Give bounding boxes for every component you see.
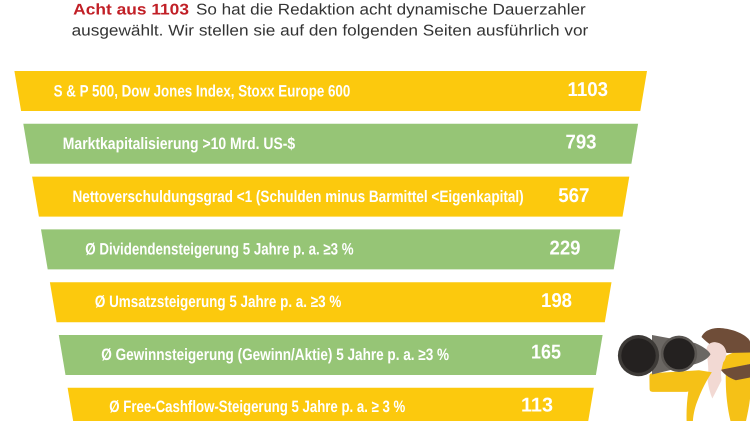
svg-text:Ø Gewinnsteigerung (Gewinn/Akt: Ø Gewinnsteigerung (Gewinn/Aktie) 5 Jahr… — [101, 346, 449, 364]
svg-text:198: 198 — [541, 290, 572, 312]
svg-text:Ø Dividendensteigerung 5 Jahre: Ø Dividendensteigerung 5 Jahre p. a. ≥3 … — [85, 240, 354, 258]
svg-text:229: 229 — [550, 237, 581, 259]
svg-text:1103: 1103 — [568, 79, 609, 101]
svg-text:Ø Umsatzsteigerung 5 Jahre p.: Ø Umsatzsteigerung 5 Jahre p. a. ≥3 % — [95, 293, 342, 311]
svg-text:ausgewählt. Wir stellen sie au: ausgewählt. Wir stellen sie auf den folg… — [72, 22, 589, 39]
svg-text:S & P 500, Dow Jones Index, St: S & P 500, Dow Jones Index, Stoxx Europe… — [54, 82, 351, 100]
svg-text:Marktkapitalisierung >10 Mrd.: Marktkapitalisierung >10 Mrd. US-$ — [63, 135, 295, 153]
svg-text:So hat die Redaktion acht dyna: So hat die Redaktion acht dynamische Dau… — [196, 2, 586, 19]
svg-text:Nettoverschuldungsgrad <1 (Sch: Nettoverschuldungsgrad <1 (Schulden minu… — [73, 188, 524, 206]
svg-text:793: 793 — [566, 132, 597, 154]
svg-text:Ø Free-Cashflow-Steigerung 5 J: Ø Free-Cashflow-Steigerung 5 Jahre p. a.… — [109, 398, 405, 416]
svg-text:567: 567 — [558, 185, 589, 207]
svg-text:Acht aus 1103: Acht aus 1103 — [73, 2, 189, 19]
svg-text:165: 165 — [531, 342, 561, 364]
svg-text:113: 113 — [521, 395, 553, 417]
